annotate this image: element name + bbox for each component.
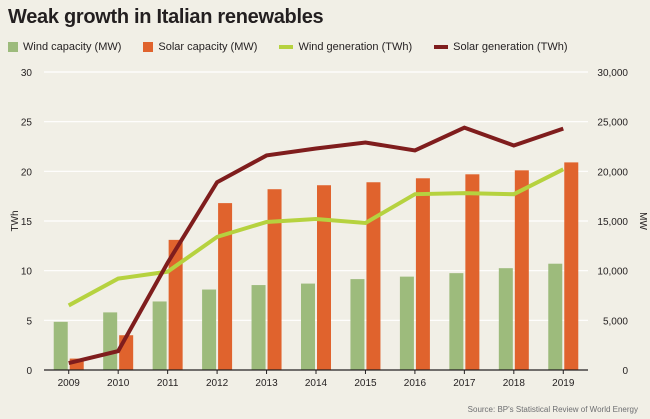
x-tick-label: 2010	[107, 378, 130, 389]
solar-capacity-bar	[267, 189, 282, 370]
legend-swatch-wind-generation	[279, 45, 294, 49]
right-tick-label: 25,000	[597, 118, 628, 129]
solar-capacity-bar	[218, 203, 233, 370]
right-axis-label: MW	[637, 212, 648, 230]
right-tick-label: 10,000	[597, 267, 628, 278]
legend-item-solar-capacity: Solar capacity (MW)	[143, 41, 257, 53]
x-tick-label: 2018	[503, 378, 526, 389]
legend-swatch-solar-generation	[434, 45, 449, 49]
legend-label-solar-generation: Solar generation (TWh)	[453, 41, 568, 53]
wind-capacity-bar	[251, 285, 266, 370]
wind-capacity-bar	[301, 283, 315, 370]
solar-capacity-bar	[366, 182, 381, 370]
x-tick-label: 2019	[552, 378, 575, 389]
left-tick-label: 25	[21, 118, 33, 129]
legend-swatch-solar-capacity	[143, 42, 154, 52]
solar-capacity-bar	[69, 358, 84, 370]
x-tick-label: 2017	[453, 378, 476, 389]
right-tick-label: 5,000	[603, 316, 628, 327]
x-tick-label: 2015	[354, 378, 377, 389]
wind-capacity-bar	[53, 321, 68, 370]
left-axis-label: TWh	[10, 210, 21, 231]
left-tick-label: 0	[26, 366, 32, 377]
legend-item-wind-generation: Wind generation (TWh)	[279, 41, 412, 53]
solar-capacity-bar	[514, 170, 529, 370]
wind-capacity-bar	[399, 276, 414, 370]
wind-capacity-bar	[449, 273, 464, 370]
x-tick-label: 2012	[206, 378, 229, 389]
wind-capacity-bar	[498, 268, 513, 370]
x-tick-label: 2013	[255, 378, 278, 389]
legend-label-solar-capacity: Solar capacity (MW)	[158, 41, 258, 53]
solar-capacity-bar	[415, 178, 430, 370]
x-tick-label: 2016	[404, 378, 427, 389]
x-tick-label: 2014	[305, 378, 328, 389]
right-tick-label: 30,000	[597, 68, 628, 79]
bars-layer	[53, 162, 579, 370]
wind-capacity-bar	[103, 312, 118, 370]
axes-layer: 0 0 5 5,000 10 10,000 15 15,000 20 20,000 25 25,000…	[10, 68, 648, 389]
wind-capacity-bar	[202, 289, 217, 370]
legend: Wind capacity (MW) Solar capacity (MW) W…	[8, 41, 589, 53]
solar-generation-line	[68, 125, 564, 365]
left-tick-label: 15	[21, 217, 33, 228]
left-tick-label: 30	[21, 68, 33, 79]
lines-layer	[67, 125, 565, 365]
chart-area: 0 0 5 5,000 10 10,000 15 15,000 20 20,000 25 25,000…	[10, 68, 648, 389]
x-tick-label: 2009	[58, 378, 81, 389]
chart-title: Weak growth in Italian renewables	[8, 6, 324, 28]
legend-label-wind-capacity: Wind capacity (MW)	[23, 41, 122, 53]
legend-item-solar-generation: Solar generation (TWh)	[434, 41, 567, 53]
source-note: Source: BP's Statistical Review of World…	[467, 405, 638, 414]
left-tick-label: 5	[26, 316, 32, 327]
solar-capacity-bar	[168, 239, 183, 370]
legend-label-wind-generation: Wind generation (TWh)	[298, 41, 413, 53]
right-tick-label: 15,000	[597, 217, 628, 228]
solar-capacity-bar	[564, 162, 579, 370]
wind-capacity-bar	[548, 263, 563, 370]
solar-capacity-bar	[317, 185, 331, 370]
wind-generation-line	[67, 167, 565, 308]
wind-capacity-bar	[152, 301, 167, 370]
right-tick-label: 20,000	[597, 167, 628, 178]
right-tick-label: 0	[622, 366, 628, 377]
legend-item-wind-capacity: Wind capacity (MW)	[8, 41, 121, 53]
left-tick-label: 10	[21, 267, 33, 278]
legend-swatch-wind-capacity	[8, 42, 18, 52]
wind-capacity-bar	[350, 279, 365, 370]
solar-capacity-bar	[465, 174, 480, 370]
x-tick-label: 2011	[157, 378, 179, 389]
left-tick-label: 20	[21, 167, 33, 178]
